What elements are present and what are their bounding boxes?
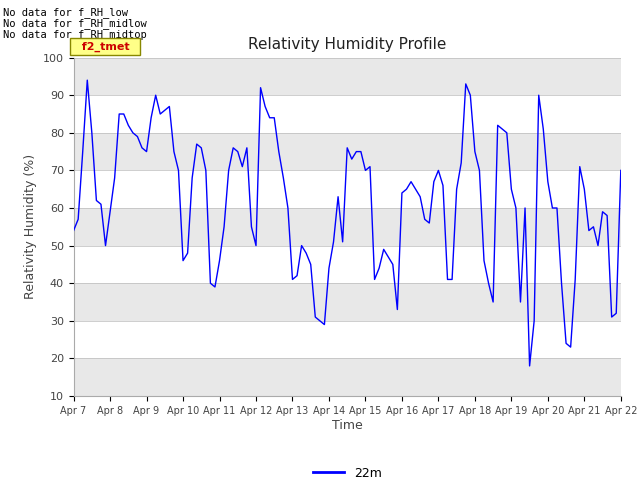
Text: No data for f_RH_midlow: No data for f_RH_midlow xyxy=(3,18,147,29)
Bar xyxy=(74,208,621,246)
Y-axis label: Relativity Humidity (%): Relativity Humidity (%) xyxy=(24,154,37,300)
Text: f2_tmet: f2_tmet xyxy=(74,42,137,52)
Bar xyxy=(74,133,621,170)
Title: Relativity Humidity Profile: Relativity Humidity Profile xyxy=(248,37,446,52)
Bar xyxy=(74,58,621,95)
Legend: 22m: 22m xyxy=(308,461,387,480)
Bar xyxy=(74,321,621,359)
Bar xyxy=(74,283,621,321)
Bar xyxy=(74,95,621,133)
Bar xyxy=(74,170,621,208)
X-axis label: Time: Time xyxy=(332,419,363,432)
Text: No data for f_RH_low: No data for f_RH_low xyxy=(3,7,128,18)
Bar xyxy=(74,246,621,283)
Text: No data for f_RH_midtop: No data for f_RH_midtop xyxy=(3,29,147,40)
Bar xyxy=(74,359,621,396)
